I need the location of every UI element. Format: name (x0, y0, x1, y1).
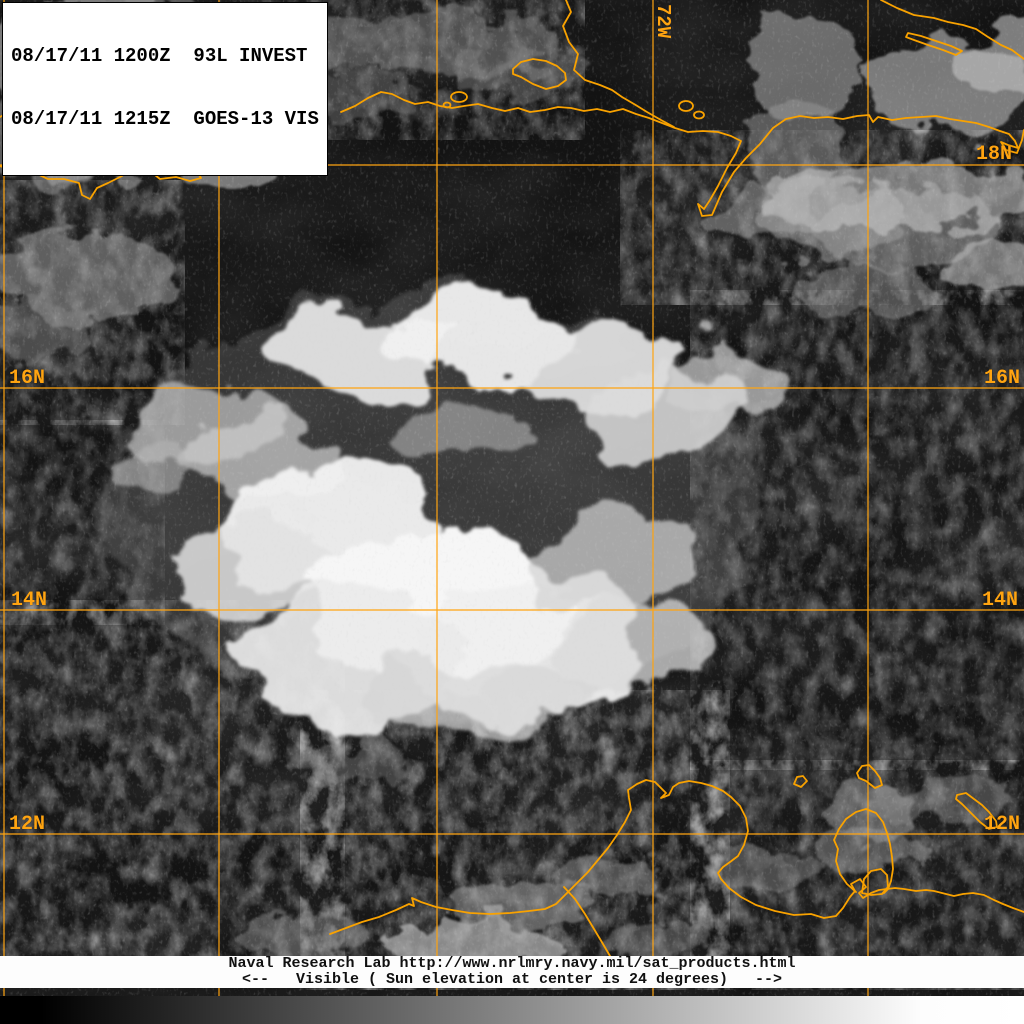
lat-label-14n-right: 14N (982, 589, 1019, 612)
grayscale-calibration-bar (0, 996, 1024, 1024)
coastline-eastern-dr (880, 0, 1024, 60)
credit-caption-band: Naval Research Lab http://www.nrlmry.nav… (0, 956, 1024, 988)
header-datetime-invest-line: 08/17/11 1200Z 93L INVEST (11, 45, 308, 67)
coastline-hispaniola-south (340, 91, 1024, 217)
island-ile-de-la-gonave (512, 58, 567, 90)
lat-label-16n-right: 16N (984, 367, 1021, 390)
lat-label-18n-right: 18N (976, 143, 1013, 166)
lat-label-12n-right: 12N (984, 813, 1021, 836)
header-satellite-channel-line: 08/17/11 1215Z GOES-13 VIS (11, 108, 319, 130)
island-curacao (856, 764, 883, 789)
island-bonaire (955, 792, 998, 830)
nrl-credit-url-text: Naval Research Lab http://www.nrlmry.nav… (228, 955, 796, 972)
island-small (442, 101, 452, 109)
latlon-grid-lines (0, 0, 1024, 996)
lat-label-16n-left: 16N (9, 367, 46, 390)
coastline-dr-lagoon (905, 32, 963, 56)
island-cayemites (450, 91, 468, 103)
coastline-venezuela-guajira (329, 779, 1024, 935)
lake-enriquillo (678, 100, 694, 112)
coastline-haiti-northwest (562, 0, 675, 128)
coastline-gulf-branch (563, 886, 611, 957)
goes-visible-satellite-image (0, 0, 1024, 996)
island-aruba (793, 775, 808, 788)
lake-saumatre (693, 110, 705, 120)
lat-label-14n-left: 14N (11, 589, 48, 612)
coastline-paraguana-lagoon (861, 868, 889, 896)
product-header-box: 08/17/11 1200Z 93L INVEST 08/17/11 1215Z… (2, 2, 328, 176)
visible-sun-elevation-caption: <-- Visible ( Sun elevation at center is… (241, 971, 783, 988)
map-grid-coastline-overlay (0, 0, 1024, 996)
coastline-paraguana-peninsula (833, 808, 894, 894)
lon-label-72w: 72W (652, 4, 674, 39)
lat-label-12n-left: 12N (9, 813, 46, 836)
